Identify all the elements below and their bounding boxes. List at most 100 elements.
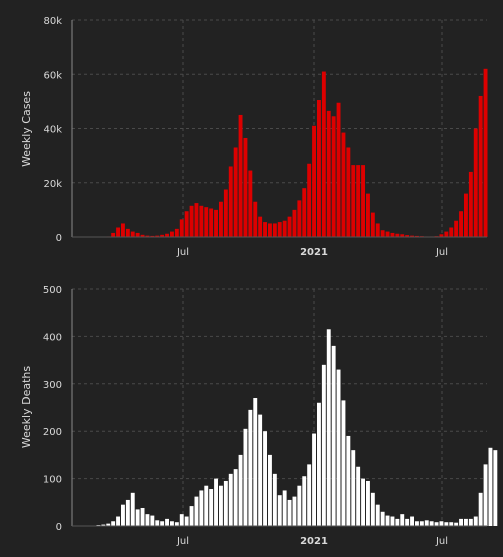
cases-bar [361,165,365,237]
cases-bar [174,228,179,237]
deaths-bar [130,492,135,526]
deaths-bar [473,516,478,526]
deaths-bar [292,496,297,526]
x-tick-label: 2021 [300,536,328,547]
deaths-bar [493,450,498,526]
deaths-bar [204,485,209,526]
cases-bar [468,171,473,237]
cases-bar [341,132,346,237]
deaths-bar [282,490,287,526]
cases-bar [228,166,233,237]
deaths-bar [219,485,223,526]
deaths-bar [258,414,263,526]
cases-bar [415,235,419,237]
chart-deaths: 0 100 200 300 400 500 Jul 2021 Jul Weekly Deaths [20,285,498,547]
deaths-bar [478,492,483,526]
cases-bar [243,137,248,237]
cases-bar [111,232,116,237]
cases-bar [478,95,483,237]
y-tick-label: 300 [43,380,62,391]
cases-bar [287,216,292,237]
deaths-bar [263,431,267,526]
cases-bar [130,231,135,237]
deaths-bar [238,454,243,526]
cases-bar [121,223,125,237]
cases-bar [336,102,341,237]
cases-bar [351,165,356,237]
y-axis-title: Weekly Deaths [20,366,33,448]
deaths-bar [361,478,365,526]
y-tick-label: 0 [56,522,62,533]
deaths-bar [209,489,214,526]
deaths-bar [439,521,444,526]
deaths-bar [302,476,307,526]
cases-bar [209,208,214,237]
x-tick-label: Jul [435,536,448,547]
cases-bar [326,110,331,237]
deaths-bar [228,473,233,526]
cases-bar [194,203,199,237]
deaths-bar [395,518,400,526]
deaths-bar [405,518,410,526]
deaths-bar [121,504,125,526]
cases-bar [400,234,405,237]
cases-bar [356,165,361,237]
cases-bar [155,235,160,237]
deaths-bar [307,464,312,526]
cases-bar [380,230,385,237]
deaths-bar [380,511,385,526]
cases-bar [150,235,155,237]
cases-bar [483,68,488,237]
cases-bar [307,163,312,237]
cases-bar [292,209,297,238]
cases-bar [116,227,120,237]
deaths-bar [233,469,238,526]
deaths-bar [336,369,341,526]
cases-bar [272,223,277,237]
deaths-bar [160,521,165,526]
deaths-bar [150,515,155,526]
y-tick-label: 400 [43,332,62,343]
deaths-bar [106,523,111,526]
chart-cases: 0 20k 40k 60k 80k Jul 2021 Jul Weekly Cases [20,16,488,258]
cases-bar [317,100,321,238]
deaths-bar [272,473,277,526]
y-tick-label: 500 [43,285,62,296]
cases-bar [204,207,209,237]
deaths-bar [419,521,424,526]
deaths-bar [400,514,405,526]
cases-bar [366,193,370,237]
cases-bar [395,233,400,237]
cases-bar [263,222,267,237]
deaths-bar [248,409,253,526]
deaths-bar [434,522,439,526]
cases-bar [214,209,218,238]
cases-bar [473,128,478,237]
y-tick-label: 60k [43,70,62,81]
deaths-bar [444,522,449,526]
cases-bar [170,231,174,237]
deaths-bar [155,520,160,526]
deaths-bar [111,521,116,526]
cases-bar [199,205,204,237]
deaths-bar [145,514,150,526]
x-tick-label: Jul [176,536,189,547]
deaths-bar [189,506,194,526]
cases-bar [454,220,459,237]
deaths-bar [297,485,302,526]
y-tick-label: 0 [56,233,62,244]
cases-bar [184,211,189,237]
deaths-bar [454,522,459,526]
deaths-bar [331,345,336,526]
cases-bar [179,219,184,237]
cases-bar [160,234,165,237]
deaths-bar [312,433,316,526]
deaths-bar [268,454,272,526]
cases-bar [223,189,228,237]
x-tick-label: Jul [435,247,448,258]
deaths-bar [125,499,130,526]
deaths-bar [390,516,395,526]
cases-bar [233,147,238,237]
